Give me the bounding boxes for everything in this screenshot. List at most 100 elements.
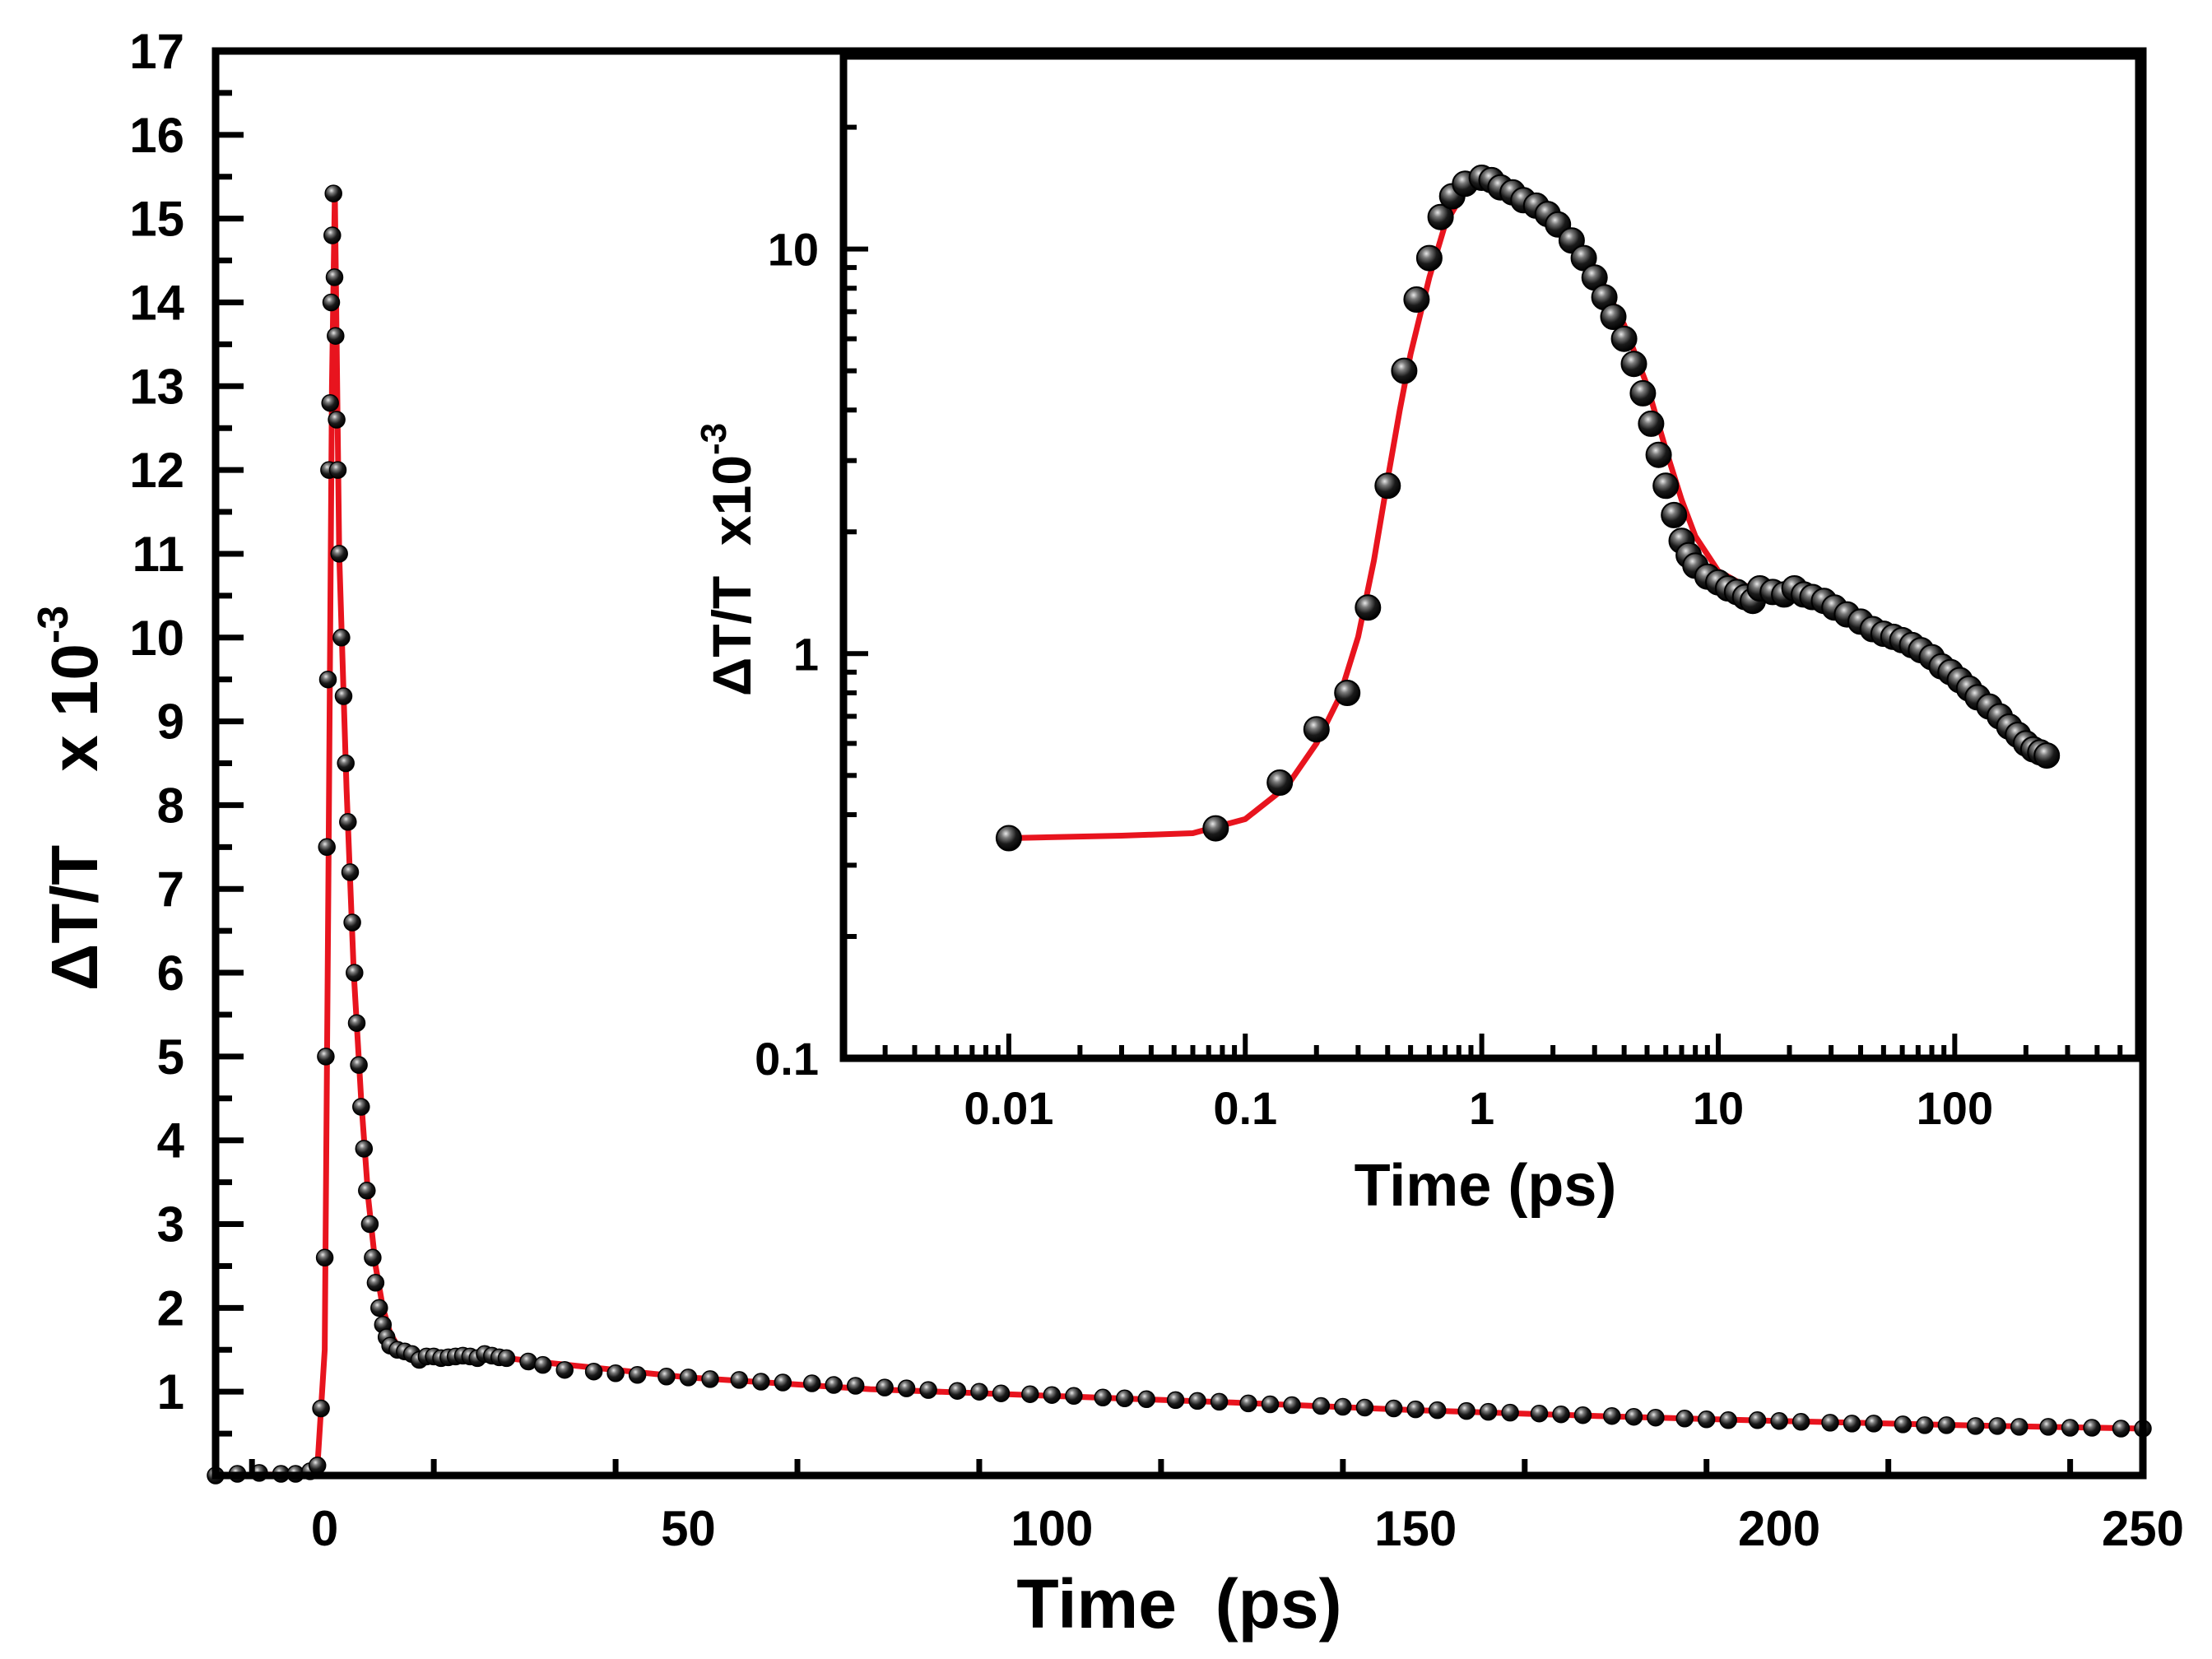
main-data-point: [315, 1248, 334, 1267]
main-data-point: [321, 393, 339, 412]
main-data-point: [1355, 1398, 1374, 1417]
main-data-point: [350, 1056, 368, 1074]
main-x-tick-label: 100: [1011, 1501, 1093, 1556]
inset-data-point: [1334, 680, 1361, 706]
main-data-point: [730, 1371, 749, 1389]
main-data-point: [323, 226, 342, 244]
main-data-point: [1137, 1390, 1155, 1409]
inset-y-tick-label: 0.1: [755, 1033, 819, 1085]
main-y-tick-label: 17: [129, 24, 184, 79]
main-y-tick-label: 16: [129, 108, 184, 163]
main-data-point: [343, 913, 361, 932]
main-y-tick-label: 15: [129, 192, 184, 247]
inset-x-axis-label: Time (ps): [1355, 1153, 1617, 1219]
inset-data-point: [1391, 357, 1418, 384]
main-x-tick-label: 0: [311, 1501, 338, 1556]
main-data-point: [334, 687, 353, 705]
main-y-tick-label: 2: [157, 1280, 184, 1336]
main-y-axis-label-exponent: -3: [30, 606, 77, 644]
main-data-point: [2039, 1418, 2057, 1436]
main-chart: 0 50 100 150 200 250 123456789101112131415161…: [30, 24, 2184, 1643]
main-data-point: [1334, 1397, 1352, 1416]
main-data-point: [1094, 1388, 1112, 1407]
main-data-point: [337, 754, 355, 773]
main-x-tick-label: 200: [1738, 1501, 1820, 1556]
inset-x-tick-label: 100: [1917, 1082, 1993, 1134]
inset-data-point: [1403, 286, 1430, 313]
main-data-point: [1573, 1406, 1592, 1424]
main-data-points: [207, 184, 2152, 1485]
main-y-tick-label: 8: [157, 778, 184, 833]
main-y-tick-label: 11: [132, 527, 184, 582]
main-data-point: [352, 1098, 370, 1116]
inset-y-tick-label: 1: [793, 628, 819, 680]
main-data-point: [355, 1140, 374, 1158]
inset-y-tick-label: 10: [768, 224, 819, 276]
main-data-point: [970, 1382, 988, 1401]
main-data-point: [1239, 1394, 1257, 1413]
main-data-point: [1697, 1410, 1716, 1429]
main-data-point: [519, 1352, 537, 1371]
inset-background: [841, 56, 2140, 1060]
main-data-point: [948, 1382, 967, 1400]
main-data-point: [1115, 1389, 1134, 1408]
inset-x-tick-label: 1: [1469, 1082, 1494, 1134]
inset-y-axis-label: ΔT/T x10-3: [694, 423, 762, 696]
main-data-point: [1166, 1391, 1185, 1410]
main-data-point: [346, 964, 364, 982]
main-data-point: [628, 1366, 647, 1384]
inset-y-axis-label-exponent: -3: [694, 423, 734, 455]
main-data-point: [370, 1299, 388, 1317]
main-x-tick-label: 50: [661, 1501, 716, 1556]
main-data-point: [1894, 1415, 1912, 1434]
main-data-point: [606, 1364, 625, 1382]
main-data-point: [312, 1399, 330, 1418]
inset-data-point: [1645, 441, 1672, 468]
main-data-point: [1457, 1401, 1475, 1420]
main-axis-ticks: [216, 48, 2074, 1475]
main-data-point: [1501, 1403, 1519, 1422]
main-data-point: [1748, 1411, 1767, 1429]
main-data-point: [1821, 1414, 1839, 1432]
main-data-point: [2112, 1420, 2131, 1438]
inset-data-point: [1266, 769, 1294, 796]
main-data-point: [328, 411, 346, 429]
main-data-point: [658, 1368, 676, 1386]
main-data-point: [2061, 1419, 2080, 1437]
main-y-tick-label: 1: [157, 1364, 184, 1420]
inset-x-tick-labels: 0.01 0.1 1 10 100: [964, 1082, 1993, 1134]
main-data-point: [1021, 1385, 1039, 1403]
main-data-point: [318, 670, 337, 689]
main-data-point: [1312, 1396, 1331, 1415]
inset-x-tick-label: 0.01: [964, 1082, 1053, 1134]
main-data-point: [1530, 1404, 1549, 1423]
main-y-tick-label: 7: [157, 862, 184, 917]
main-data-point: [2010, 1418, 2028, 1436]
main-data-point: [1966, 1417, 1985, 1435]
main-data-point: [360, 1215, 379, 1234]
main-data-point: [1843, 1415, 1861, 1433]
main-data-point: [1791, 1413, 1810, 1431]
inset-data-point: [1652, 472, 1680, 500]
main-data-point: [1283, 1396, 1301, 1415]
inset-data-point: [1610, 325, 1638, 352]
main-data-point: [533, 1355, 552, 1374]
main-data-point: [341, 863, 360, 881]
main-data-point: [1384, 1399, 1403, 1418]
main-x-tick-labels: 0 50 100 150 200 250: [311, 1501, 2184, 1556]
main-x-tick-label: 150: [1374, 1501, 1457, 1556]
main-data-point: [1428, 1401, 1447, 1420]
main-data-point: [347, 1014, 366, 1032]
inset-data-point: [2033, 742, 2061, 769]
main-y-tick-label: 10: [129, 611, 184, 666]
inset-y-tick-labels: 0.1 1 10: [755, 224, 819, 1085]
main-data-point: [774, 1373, 792, 1392]
main-data-point: [324, 184, 342, 202]
inset-data-point: [1427, 203, 1454, 230]
main-data-point: [1937, 1416, 1956, 1434]
inset-data-point: [1661, 501, 1688, 528]
main-data-point: [555, 1360, 574, 1379]
inset-plot-frame: [839, 52, 2143, 1062]
inset-data-point: [1638, 410, 1665, 437]
